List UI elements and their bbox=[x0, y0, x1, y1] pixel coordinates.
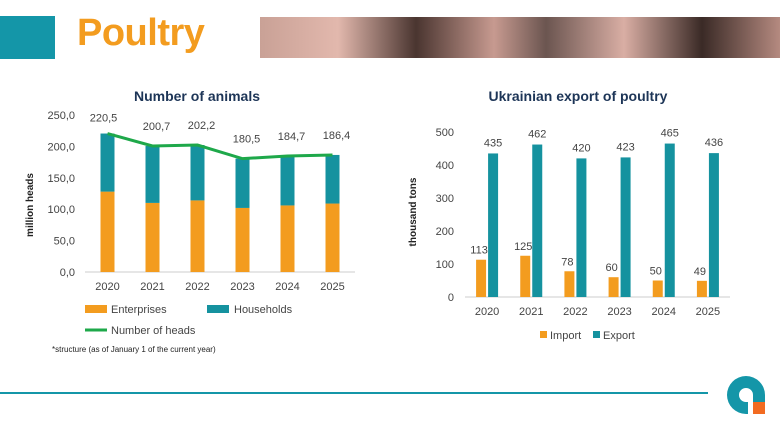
line-number-of-heads bbox=[107, 132, 333, 161]
legend-swatch bbox=[85, 305, 107, 313]
y-tick-label: 200,0 bbox=[47, 141, 75, 153]
legend-label: Number of heads bbox=[111, 325, 196, 337]
data-label: 186,4 bbox=[323, 130, 351, 142]
legend-swatch bbox=[593, 331, 600, 338]
x-tick-label: 2020 bbox=[95, 281, 119, 293]
bar-enterprises bbox=[145, 202, 160, 272]
bar-export bbox=[620, 157, 631, 297]
x-tick-label: 2023 bbox=[607, 306, 631, 318]
y-tick-label: 50,0 bbox=[54, 236, 75, 248]
bar-import bbox=[476, 259, 487, 297]
y-axis-label: thousand tons bbox=[408, 177, 419, 246]
data-label: 420 bbox=[572, 142, 590, 154]
y-tick-label: 500 bbox=[436, 127, 454, 139]
legend-label: Enterprises bbox=[111, 304, 167, 316]
legend-swatch bbox=[207, 305, 229, 313]
y-tick-label: 250,0 bbox=[47, 110, 75, 122]
bar-households bbox=[190, 145, 205, 201]
y-axis-label: million heads bbox=[25, 173, 36, 237]
bar-export bbox=[708, 153, 719, 297]
accent-square bbox=[0, 16, 55, 59]
data-label: 423 bbox=[616, 141, 634, 153]
bar-enterprises bbox=[280, 205, 295, 272]
bar-export bbox=[664, 143, 675, 297]
bar-households bbox=[100, 133, 115, 192]
data-label: 436 bbox=[705, 137, 723, 149]
bar-export bbox=[488, 153, 499, 297]
x-tick-label: 2021 bbox=[140, 281, 164, 293]
x-tick-label: 2022 bbox=[563, 306, 587, 318]
legend-swatch bbox=[540, 331, 547, 338]
chart-title: Ukrainian export of poultry bbox=[489, 88, 668, 104]
bar-households bbox=[280, 156, 295, 206]
data-label: 202,2 bbox=[188, 120, 216, 132]
y-tick-label: 0 bbox=[448, 292, 454, 304]
x-tick-label: 2024 bbox=[652, 306, 676, 318]
poultry-photo bbox=[260, 17, 780, 58]
x-tick-label: 2025 bbox=[320, 281, 344, 293]
data-label: 125 bbox=[514, 241, 532, 253]
x-tick-label: 2025 bbox=[696, 306, 720, 318]
data-label: 60 bbox=[605, 262, 617, 274]
legend-label: Import bbox=[550, 330, 581, 342]
x-tick-label: 2021 bbox=[519, 306, 543, 318]
data-label: 200,7 bbox=[143, 121, 171, 133]
bar-enterprises bbox=[100, 191, 115, 272]
y-tick-label: 150,0 bbox=[47, 173, 75, 185]
bar-households bbox=[235, 158, 250, 208]
x-tick-label: 2022 bbox=[185, 281, 209, 293]
data-label: 435 bbox=[484, 137, 502, 149]
footnote: *structure (as of January 1 of the curre… bbox=[52, 345, 216, 354]
bar-enterprises bbox=[235, 207, 250, 272]
data-label: 113 bbox=[470, 245, 488, 257]
bar-enterprises bbox=[190, 200, 205, 272]
logo bbox=[727, 376, 765, 414]
chart-title: Number of animals bbox=[134, 88, 260, 104]
data-label: 49 bbox=[694, 266, 706, 278]
bar-import bbox=[652, 280, 663, 297]
y-tick-label: 200 bbox=[436, 226, 454, 238]
data-label: 184,7 bbox=[278, 131, 306, 143]
data-label: 180,5 bbox=[233, 134, 261, 146]
legend-label: Households bbox=[234, 304, 293, 316]
divider bbox=[0, 392, 708, 394]
page-title: Poultry bbox=[77, 12, 205, 54]
y-tick-label: 100,0 bbox=[47, 204, 75, 216]
bar-enterprises bbox=[325, 203, 340, 272]
bar-import bbox=[696, 280, 707, 297]
data-label: 462 bbox=[528, 129, 546, 141]
x-tick-label: 2020 bbox=[475, 306, 499, 318]
bar-import bbox=[520, 255, 531, 297]
bar-import bbox=[564, 271, 575, 297]
x-tick-label: 2023 bbox=[230, 281, 254, 293]
y-tick-label: 100 bbox=[436, 259, 454, 271]
y-tick-label: 300 bbox=[436, 193, 454, 205]
bar-households bbox=[145, 145, 160, 203]
bar-households bbox=[325, 154, 340, 204]
data-label: 78 bbox=[561, 256, 573, 268]
bar-export bbox=[532, 144, 543, 297]
data-label: 220,5 bbox=[90, 113, 118, 125]
x-tick-label: 2024 bbox=[275, 281, 299, 293]
bar-export bbox=[576, 158, 587, 297]
y-tick-label: 0,0 bbox=[60, 267, 75, 279]
bar-import bbox=[608, 277, 619, 297]
legend-label: Export bbox=[603, 330, 635, 342]
data-label: 50 bbox=[650, 266, 662, 278]
data-label: 465 bbox=[661, 128, 679, 140]
y-tick-label: 400 bbox=[436, 160, 454, 172]
